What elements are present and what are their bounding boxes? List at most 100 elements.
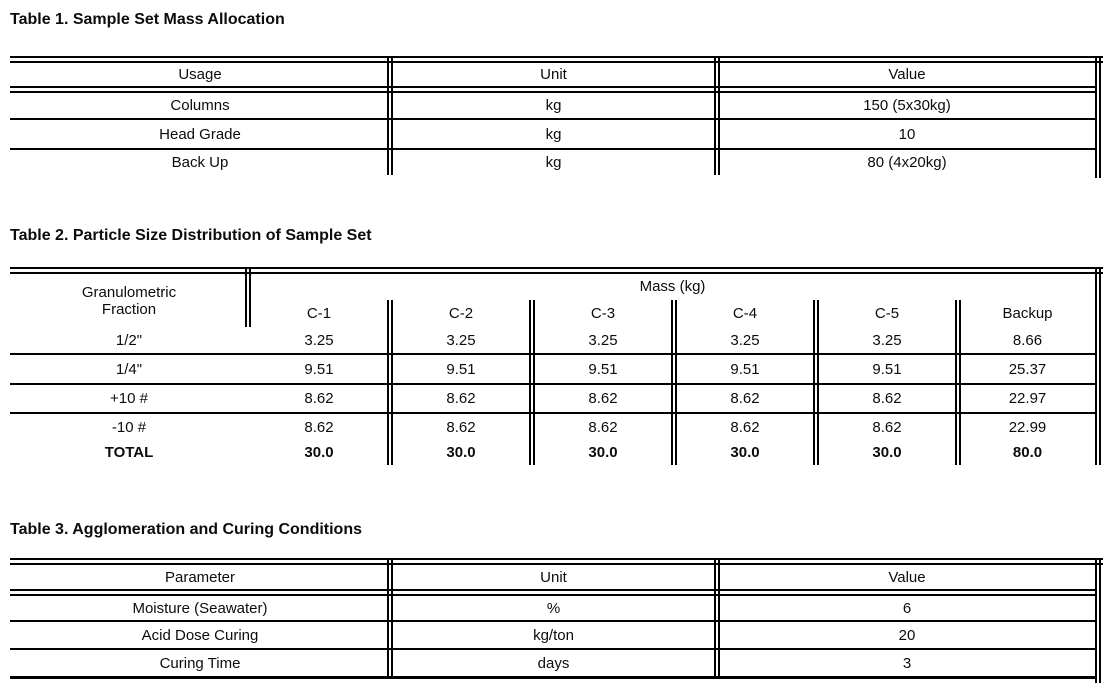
table1-cell-value: 80 (4x20kg)	[867, 154, 947, 171]
table2-col-header-c3: C-3	[590, 305, 616, 322]
table2-col-header-c5: C-5	[874, 305, 900, 322]
table2-column-divider	[671, 300, 677, 465]
table2-row-header-cell: Granulometric Fraction	[10, 274, 248, 327]
table2-cell: 8.62	[872, 418, 902, 436]
table2-cell: 80.0	[1012, 444, 1043, 461]
table2-column-divider	[955, 300, 961, 465]
table2-cell: 9.51	[730, 360, 760, 378]
table3-cell-parameter: Acid Dose Curing	[141, 626, 259, 644]
table1-row: Back Up kg 80 (4x20kg)	[10, 150, 1097, 175]
table2-cell: 8.66	[1012, 331, 1043, 349]
table2-row-label: 1/2"	[115, 331, 143, 349]
table2-cell: 9.51	[304, 360, 334, 378]
table2-row-label: TOTAL	[104, 444, 154, 461]
table1-cell-usage: Head Grade	[159, 125, 241, 143]
table2-cell: 9.51	[446, 360, 476, 378]
table2-column-divider	[813, 300, 819, 465]
table1-column-divider	[387, 56, 393, 175]
table2: Granulometric Fraction Mass (kg) C-1 C-2…	[10, 267, 1103, 465]
table1-cell-unit: kg	[545, 154, 562, 171]
table1: Usage Unit Value Columns kg 150 (5x30kg)…	[10, 56, 1103, 178]
table1-row-separator	[10, 118, 1097, 120]
table3-row: Moisture (Seawater) % 6	[10, 596, 1097, 620]
table3-header-row: Parameter Unit Value	[10, 565, 1097, 589]
table2-cell: 30.0	[304, 444, 334, 461]
table2-title: Table 2. Particle Size Distribution of S…	[10, 227, 372, 244]
table3-cell-unit: days	[537, 654, 570, 672]
table2-column-divider	[387, 300, 393, 465]
table1-cell-unit: kg	[545, 125, 562, 143]
table3: Parameter Unit Value Moisture (Seawater)…	[10, 558, 1103, 683]
table3-cell-parameter: Moisture (Seawater)	[132, 599, 268, 617]
table2-cell: 3.25	[730, 331, 760, 349]
table1-header-unit: Unit	[540, 66, 567, 83]
table3-bottom-border	[10, 676, 1097, 679]
table2-cell: 30.0	[588, 444, 618, 461]
table1-column-divider	[714, 56, 720, 175]
table2-cell: 8.62	[588, 418, 618, 436]
table2-cell: 3.25	[304, 331, 334, 349]
table2-row-separator	[10, 383, 1097, 385]
table2-cell: 22.97	[1008, 390, 1047, 407]
table2-cell: 3.25	[588, 331, 618, 349]
table2-col-header-c4: C-4	[732, 305, 758, 322]
table3-right-border	[1095, 558, 1101, 683]
table2-cell: 9.51	[588, 360, 618, 378]
table3-column-divider	[714, 558, 720, 679]
table2-cell: 8.62	[446, 418, 476, 436]
table2-mass-section: Mass (kg) C-1 C-2 C-3 C-4 C-5 Backup	[248, 274, 1097, 327]
table2-row-header: Granulometric Fraction	[81, 283, 177, 318]
table2-row: +10 # 8.62 8.62 8.62 8.62 8.62 22.97	[10, 385, 1097, 412]
table1-cell-unit: kg	[545, 97, 562, 114]
table2-top-border	[10, 267, 1103, 274]
table2-cell: 9.51	[872, 360, 902, 378]
table1-cell-value: 10	[898, 125, 916, 143]
table1-cell-usage: Columns	[170, 97, 230, 114]
table3-cell-parameter: Curing Time	[159, 654, 241, 672]
table3-cell-value: 20	[898, 626, 916, 644]
table3-title: Table 3. Agglomeration and Curing Condit…	[10, 521, 362, 538]
table2-cell: 30.0	[730, 444, 760, 461]
table1-header-usage: Usage	[178, 66, 222, 83]
table2-row-label: 1/4"	[115, 360, 143, 378]
table2-cell: 8.62	[446, 390, 476, 407]
table3-row-separator	[10, 620, 1097, 622]
table3-header-separator	[10, 589, 1097, 596]
table2-cell: 8.62	[588, 390, 618, 407]
table3-row: Acid Dose Curing kg/ton 20	[10, 622, 1097, 648]
table3-cell-unit: %	[546, 599, 561, 617]
table3-row: Curing Time days 3	[10, 650, 1097, 676]
table2-header-divider	[245, 267, 251, 327]
table2-row-separator	[10, 353, 1097, 355]
table2-row: -10 # 8.62 8.62 8.62 8.62 8.62 22.99	[10, 414, 1097, 440]
table2-row: 1/4" 9.51 9.51 9.51 9.51 9.51 25.37	[10, 355, 1097, 383]
table2-cell: 30.0	[872, 444, 902, 461]
table3-cell-value: 3	[902, 654, 912, 672]
table3-header-parameter: Parameter	[164, 568, 236, 586]
table1-header-separator	[10, 86, 1097, 93]
table2-total-row: TOTAL 30.0 30.0 30.0 30.0 30.0 80.0	[10, 440, 1097, 465]
table1-title: Table 1. Sample Set Mass Allocation	[10, 11, 285, 28]
table3-header-unit: Unit	[540, 568, 567, 586]
table2-group-header: Mass (kg)	[639, 278, 706, 295]
table3-cell-value: 6	[902, 599, 912, 617]
table2-cell: 25.37	[1008, 360, 1047, 378]
table2-cell: 3.25	[446, 331, 476, 349]
table2-cell: 8.62	[304, 390, 334, 407]
table2-cell: 8.62	[872, 390, 902, 407]
table1-cell-value: 150 (5x30kg)	[863, 97, 951, 114]
table2-row-label: -10 #	[111, 418, 147, 436]
table2-header: Granulometric Fraction Mass (kg) C-1 C-2…	[10, 274, 1097, 327]
table2-right-border	[1095, 267, 1101, 465]
table2-col-header-c1: C-1	[306, 305, 332, 322]
table2-cell: 8.62	[304, 418, 334, 436]
table3-header-value: Value	[888, 568, 926, 586]
table2-cell: 3.25	[872, 331, 902, 349]
table1-header-value: Value	[888, 66, 926, 83]
table1-row: Head Grade kg 10	[10, 120, 1097, 148]
table2-row-separator	[10, 412, 1097, 414]
table3-row-separator	[10, 648, 1097, 650]
table1-cell-usage: Back Up	[171, 154, 229, 171]
table2-col-header-c2: C-2	[448, 305, 474, 322]
